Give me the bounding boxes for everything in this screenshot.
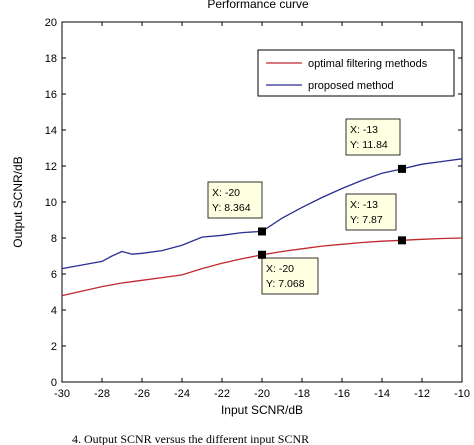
x-tick-label: -28 [94,388,110,400]
legend-label: optimal filtering methods [308,58,428,70]
x-axis-title: Input SCNR/dB [221,403,303,417]
figure-caption: 4. Output SCNR versus the different inpu… [72,432,309,445]
x-tick-label: -12 [414,388,430,400]
datatip-x-label: X: -13 [350,124,378,136]
y-tick-label: 4 [51,305,57,317]
legend-label: proposed method [308,80,394,92]
x-tick-label: -22 [214,388,230,400]
y-axis-title: Output SCNR/dB [11,156,25,247]
y-tick-label: 18 [45,53,57,65]
datatip-x-label: X: -20 [266,263,294,275]
x-tick-label: -20 [254,388,270,400]
y-tick-label: 12 [45,161,57,173]
datatip-y-label: Y: 7.87 [350,214,383,226]
x-tick-label: -24 [174,388,190,400]
datatip-marker [258,250,266,259]
datatip-y-label: Y: 11.84 [350,139,388,151]
y-tick-label: 14 [45,125,57,137]
legend-box [257,49,455,97]
y-tick-label: 10 [45,197,57,209]
chart-title: Performance curve [207,0,309,11]
datatip-x-label: X: -13 [350,199,378,211]
datatip-x-label: X: -20 [212,187,240,199]
x-tick-label: -26 [134,388,150,400]
x-tick-label: -10 [454,388,470,400]
y-tick-label: 6 [51,269,57,281]
y-tick-label: 16 [45,89,57,101]
legend: optimal filtering methods proposed method [257,49,455,97]
x-tick-label: -16 [334,388,350,400]
datatip-marker [258,227,266,236]
x-tick-label: -14 [374,388,390,400]
y-tick-label: 20 [45,17,57,29]
datatip-box [345,193,397,231]
datatip-box [261,257,319,295]
y-tick-label: 8 [51,233,57,245]
datatip-y-label: Y: 8.364 [212,202,251,214]
x-tick-label: -30 [54,388,70,400]
data-tips: X: -20 Y: 8.364 X: -20 Y: 7.068 X: -13 Y: 11.… [207,118,406,295]
y-tick-label: 2 [51,341,57,353]
datatip-box [345,118,401,156]
datatip-marker [398,164,406,173]
series-line-proposed-method [61,158,463,270]
datatip-box [207,181,263,219]
y-tick-label: 0 [51,377,57,389]
datatip-y-label: Y: 7.068 [266,278,305,290]
axes: -30 -28 -26 -24 -22 -20 -18 -16 -14 -12 -10 0 2 4 6 8 10… [45,17,470,400]
x-tick-label: -18 [294,388,310,400]
datatip-marker [398,236,406,245]
